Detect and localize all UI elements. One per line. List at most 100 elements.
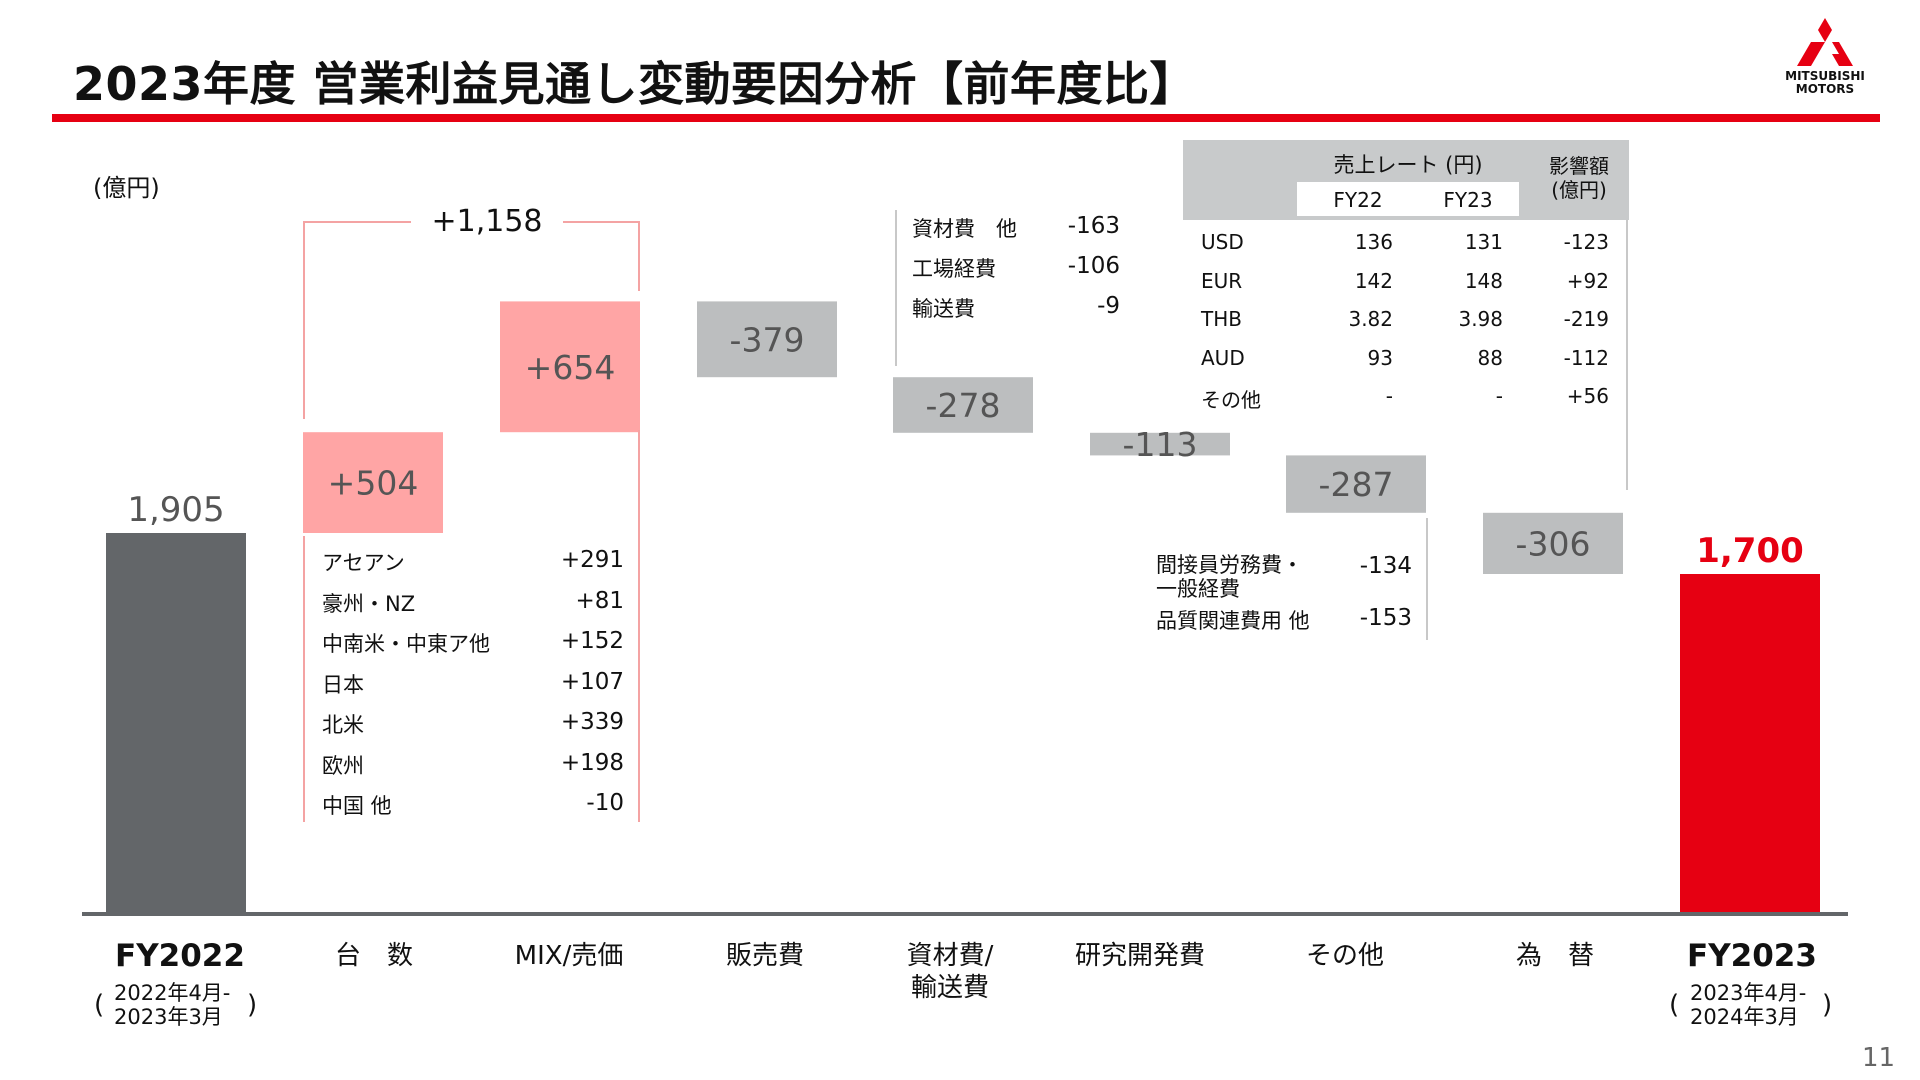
fx-currency: その他 <box>1201 388 1261 412</box>
category-label-material-line1: 資材費/ <box>906 941 994 971</box>
fx-currency: EUR <box>1201 268 1243 293</box>
volume-breakdown-row: 豪州・NZ +81 <box>322 588 624 618</box>
volume-breakdown-row: 北米 +339 <box>322 709 624 739</box>
label-fx: -306 <box>1516 524 1591 563</box>
fx-impact: -219 <box>1563 307 1609 331</box>
region-value: -10 <box>586 790 624 816</box>
region-name: 日本 <box>322 672 364 697</box>
material-breakdown-line <box>895 210 897 366</box>
unit-label: (億円) <box>93 174 160 202</box>
fx-impact: -112 <box>1563 345 1609 370</box>
volume-breakdown-line-left <box>303 536 305 822</box>
mitsubishi-motors-logo: MITSUBISHI MOTORS <box>1770 16 1880 100</box>
bracket-right-line <box>638 221 640 291</box>
fx-rate-fy22: 3.82 <box>1348 307 1393 331</box>
fy2023-paren-close: ) <box>1822 990 1833 1020</box>
fx-header-impact-line2: (億円) <box>1551 178 1607 202</box>
fx-table-right-line <box>1626 220 1628 490</box>
fy2023-paren-open: ( <box>1669 990 1680 1020</box>
category-label-material-line2: 輸送費 <box>910 973 989 1003</box>
volume-breakdown-line-right <box>638 430 640 822</box>
fx-impact: +56 <box>1566 384 1609 408</box>
label-selling: -379 <box>730 320 805 359</box>
label-volume: +504 <box>328 464 419 503</box>
region-name: 欧州 <box>322 753 364 778</box>
fx-rate-fy22: 136 <box>1354 230 1393 254</box>
material-item-value: -9 <box>1097 293 1120 319</box>
fx-header-fy22: FY22 <box>1333 188 1383 212</box>
volume-breakdown-row: アセアン +291 <box>322 547 624 577</box>
fy2022-period-line2: 2023年3月 <box>114 1005 223 1029</box>
bar-fx <box>1483 512 1623 574</box>
other-item-value: -153 <box>1359 605 1412 631</box>
label-material: -278 <box>926 386 1001 425</box>
category-label-selling: 販売費 <box>725 941 804 971</box>
bar-mix <box>500 301 640 433</box>
volume-breakdown-row: 欧州 +198 <box>322 750 624 780</box>
fx-header-rate: 売上レート (円) <box>1333 153 1483 177</box>
fx-impact: +92 <box>1566 268 1609 293</box>
material-item-name: 輸送費 <box>912 297 975 321</box>
region-value: +107 <box>560 668 624 695</box>
category-label-rd: 研究開発費 <box>1074 941 1205 971</box>
material-item-name: 工場経費 <box>912 257 996 281</box>
label-fy2022: 1,905 <box>127 490 224 530</box>
fx-rate-fy22: - <box>1385 384 1393 408</box>
region-value: +198 <box>560 749 624 776</box>
fx-currency: USD <box>1201 230 1244 254</box>
region-value: +339 <box>560 709 624 735</box>
volume-breakdown-row: 日本 +107 <box>322 669 624 699</box>
fx-rate-fy23: 131 <box>1464 230 1503 254</box>
fx-rate-fy22: 142 <box>1354 268 1393 293</box>
fx-rate-fy22: 93 <box>1367 345 1393 370</box>
bar-material <box>893 377 1033 433</box>
bar-other <box>1286 455 1426 513</box>
region-name: 豪州・NZ <box>322 591 416 616</box>
region-name: 北米 <box>322 713 364 737</box>
bar-selling <box>697 301 837 378</box>
volume-breakdown-list: アセアン +291 豪州・NZ +81 中南米・中東ア他 +152 日本 +107 北米 +339… <box>322 547 624 820</box>
fx-rate-fy23: - <box>1495 384 1503 408</box>
bar-fy2022 <box>106 533 246 914</box>
material-breakdown-row: 工場経費 -106 <box>912 253 1120 283</box>
fx-currency: AUD <box>1201 345 1245 370</box>
region-value: +291 <box>560 547 624 573</box>
fx-currency: THB <box>1201 307 1242 331</box>
other-item-value: -134 <box>1359 553 1412 579</box>
fy2023-period-line2: 2024年3月 <box>1690 1005 1799 1029</box>
page-title: 2023年度 営業利益見通し変動要因分析【前年度比】 <box>73 57 1197 111</box>
fx-rate-fy23: 88 <box>1477 345 1503 370</box>
bracket-top-left <box>304 221 411 223</box>
region-name: 中南米・中東ア他 <box>322 632 490 656</box>
other-breakdown-line <box>1426 518 1428 640</box>
volume-breakdown-row: 中国 他 -10 <box>322 790 624 820</box>
category-label-fy2023: FY2023 <box>1687 938 1817 974</box>
fx-rate-fy23: 3.98 <box>1458 307 1503 331</box>
label-fy2023: 1,700 <box>1696 531 1804 571</box>
region-value: +81 <box>575 587 624 614</box>
fx-header-fy23: FY23 <box>1443 188 1493 212</box>
label-mix: +654 <box>525 348 616 387</box>
material-breakdown-row: 輸送費 -9 <box>912 293 1120 323</box>
other-item-name-line2: 一般経費 <box>1156 577 1240 601</box>
category-label-volume: 台 数 <box>334 941 413 971</box>
material-breakdown-row: 資材費 他 -163 <box>912 213 1120 243</box>
fx-rate-fy23: 148 <box>1464 268 1503 293</box>
bracket-top-right <box>563 221 640 223</box>
bar-fy2023 <box>1680 574 1820 914</box>
page-number: 11 <box>1862 1043 1896 1073</box>
region-value: +152 <box>560 628 624 654</box>
title-underline <box>52 114 1880 122</box>
region-name: アセアン <box>322 551 405 575</box>
fx-subheader-cell <box>1297 182 1519 216</box>
fx-impact: -123 <box>1563 230 1609 254</box>
category-label-fy2022: FY2022 <box>115 938 245 974</box>
fy2022-period-line1: 2022年4月- <box>114 981 231 1005</box>
bracket-left-line <box>303 221 305 419</box>
region-name: 中国 他 <box>322 794 392 818</box>
material-item-value: -106 <box>1067 253 1120 279</box>
fx-header-impact: 影響額 (億円) <box>1529 154 1629 202</box>
label-other: -287 <box>1319 465 1394 504</box>
other-item-name: 品質関連費用 他 <box>1156 609 1310 633</box>
